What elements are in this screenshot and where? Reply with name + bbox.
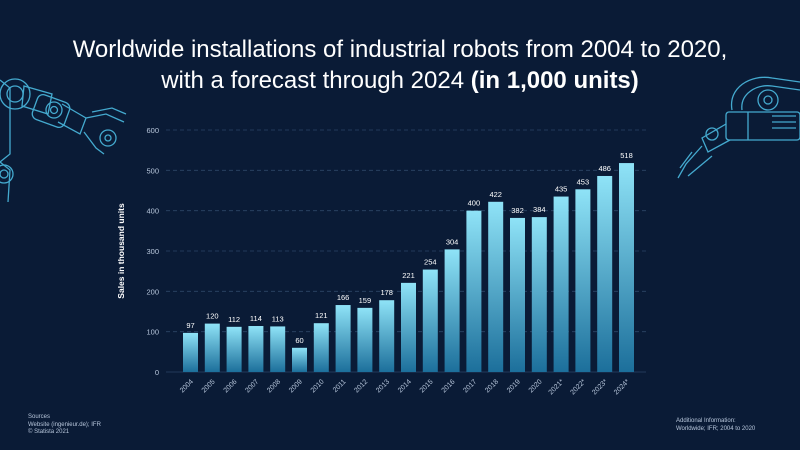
x-tick-label: 2008 (266, 378, 282, 394)
sources-heading: Sources (28, 414, 51, 420)
bar (619, 163, 634, 372)
copyright-line: © Statista 2021 (28, 429, 70, 435)
x-tick-label: 2022* (569, 378, 587, 396)
chart-title: Worldwide installations of industrial ro… (0, 34, 800, 96)
x-tick-label: 2015 (419, 378, 435, 394)
y-tick-label: 300 (146, 247, 159, 256)
x-tick-label: 2017 (462, 378, 478, 394)
bar (183, 332, 198, 372)
bar (313, 323, 329, 372)
x-tick-label: 2011 (332, 378, 348, 394)
x-tick-label: 2020 (528, 378, 544, 394)
y-tick-label: 200 (146, 287, 159, 296)
title-line2: with a forecast through 2024 (161, 67, 471, 94)
data-label: 112 (228, 315, 240, 324)
y-tick-label: 0 (155, 368, 159, 377)
data-label: 97 (186, 321, 194, 330)
x-tick-label: 2012 (353, 378, 369, 394)
x-tick-label: 2009 (288, 378, 304, 394)
data-label: 121 (315, 311, 328, 320)
data-label: 400 (468, 199, 481, 208)
bar (575, 189, 591, 372)
bar (597, 175, 613, 372)
data-label: 518 (620, 151, 633, 160)
data-label: 453 (577, 177, 590, 186)
robot-arm-icon (677, 76, 800, 179)
x-tick-label: 2010 (310, 378, 326, 394)
x-tick-label: 2004 (179, 378, 195, 394)
data-label: 304 (446, 237, 459, 246)
x-tick-label: 2014 (397, 378, 413, 394)
data-label: 159 (359, 296, 372, 305)
bar (357, 307, 373, 372)
x-tick-label: 2024* (613, 378, 631, 396)
title-unit: (in 1,000 units) (470, 67, 639, 94)
title-line1: Worldwide installations of industrial ro… (72, 36, 728, 63)
bar (226, 326, 242, 372)
x-tick-label: 2018 (484, 378, 500, 394)
data-label: 178 (380, 288, 393, 297)
data-label: 114 (250, 314, 262, 323)
sources-line: Website (ingenieur.de); IFR (28, 421, 101, 428)
data-label: 60 (295, 336, 303, 345)
x-tick-label: 2013 (375, 378, 391, 394)
x-tick-label: 2021* (548, 378, 566, 396)
data-label: 113 (272, 314, 284, 323)
bar (422, 269, 438, 372)
bar (553, 196, 569, 372)
y-tick-label: 500 (146, 166, 159, 175)
y-axis-label: Sales in thousand units (116, 203, 126, 299)
info-heading: Additional Information: (676, 418, 736, 424)
sources-block: Sources Website (ingenieur.de); IFR © St… (28, 414, 101, 437)
bar (401, 282, 416, 372)
data-label: 435 (555, 185, 568, 194)
bar (248, 326, 264, 372)
data-label: 382 (511, 206, 524, 215)
bar (379, 300, 395, 372)
data-label: 221 (402, 271, 415, 280)
bar (488, 201, 504, 372)
additional-info-block: Additional Information: Worldwide; IFR; … (676, 418, 755, 433)
y-tick-label: 100 (146, 328, 159, 337)
x-tick-label: 2016 (441, 378, 457, 394)
y-tick-label: 400 (146, 207, 159, 216)
bar (531, 217, 547, 372)
data-label: 166 (337, 293, 350, 302)
data-label: 384 (533, 205, 546, 214)
info-line: Worldwide; IFR; 2004 to 2020 (676, 425, 756, 432)
x-tick-label: 2007 (244, 378, 260, 394)
x-tick-label: 2023* (591, 378, 609, 396)
data-label: 422 (489, 190, 502, 199)
x-tick-label: 2019 (506, 378, 522, 394)
data-label: 254 (424, 258, 437, 267)
x-tick-label: 2005 (201, 378, 217, 394)
robot-arm-icon (0, 78, 127, 203)
bar (444, 249, 460, 372)
bar (292, 347, 307, 372)
x-tick-label: 2006 (223, 378, 239, 394)
bar (466, 210, 482, 372)
bar (204, 323, 220, 372)
bar (270, 326, 286, 372)
bar (510, 217, 525, 372)
data-label: 486 (598, 164, 611, 173)
y-tick-label: 600 (146, 126, 159, 135)
data-label: 120 (206, 312, 219, 321)
bar (335, 305, 351, 372)
